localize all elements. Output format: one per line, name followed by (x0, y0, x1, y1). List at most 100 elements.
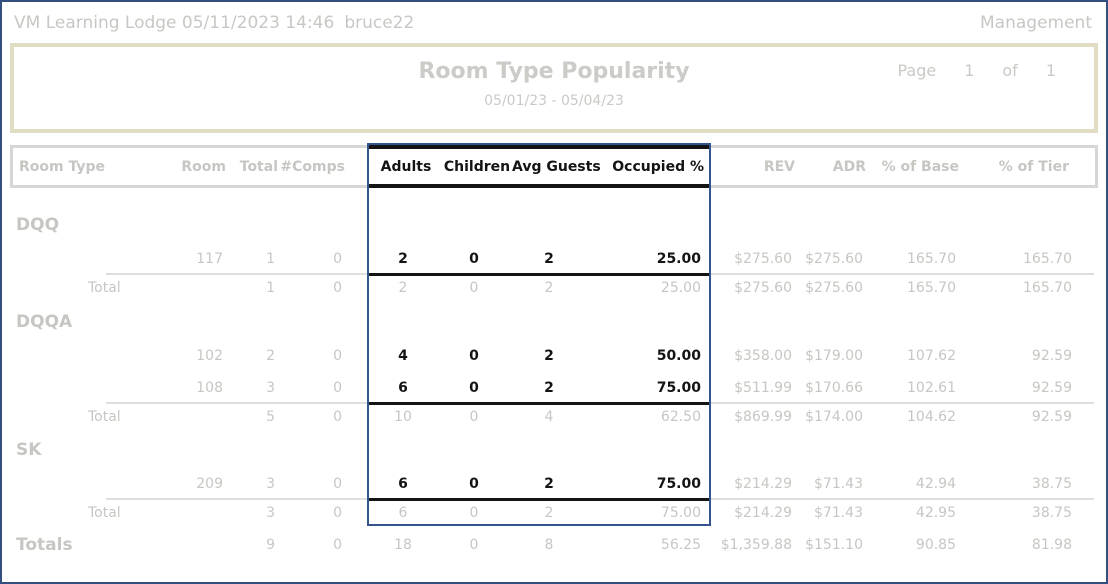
grand-total-row: Totals 9 0 18 0 8 56.25 $1,359.88 $151.1… (10, 526, 1098, 564)
cell-avg-guests: 2 (544, 380, 554, 396)
cell-occupied: 62.50 (660, 409, 701, 425)
cell-room: 117 (196, 251, 223, 267)
property-and-datetime: VM Learning Lodge 05/11/2023 14:46 (14, 13, 335, 33)
cell-pct-tier: 38.75 (1031, 476, 1072, 492)
cell-comps: 0 (333, 380, 342, 396)
cell-adr: $71.43 (814, 476, 863, 492)
total-label: Total (88, 409, 121, 425)
cell-rev: $214.29 (734, 505, 792, 521)
cell-avg-guests: 2 (544, 251, 554, 267)
cell-occupied: 50.00 (656, 348, 701, 364)
column-header-comps: #Comps (280, 158, 345, 175)
cell-comps: 0 (333, 409, 342, 425)
cell-occupied: 75.00 (660, 505, 701, 521)
group-label-row-dqqa: DQQA (10, 301, 1098, 340)
cell-total: 5 (266, 409, 275, 425)
cell-rev: $1,359.88 (720, 537, 792, 553)
report-date-range: 05/01/23 - 05/04/23 (484, 93, 624, 109)
cell-total: 1 (266, 280, 275, 296)
report-header-box: Room Type Popularity 05/01/23 - 05/04/23… (10, 43, 1098, 133)
cell-rev: $275.60 (734, 280, 792, 296)
cell-room: 102 (196, 348, 223, 364)
cell-children: 0 (469, 251, 479, 267)
page-count: 1 (1045, 61, 1056, 80)
total-label: Total (88, 505, 121, 521)
cell-rev: $869.99 (734, 409, 792, 425)
cell-rev: $275.60 (734, 251, 792, 267)
cell-comps: 0 (333, 537, 342, 553)
cell-avg-guests: 2 (544, 280, 554, 296)
cell-total: 1 (266, 251, 275, 267)
report-title: Room Type Popularity (418, 59, 690, 84)
cell-adults: 2 (398, 280, 408, 296)
page-of-label: of (1002, 61, 1018, 80)
cell-avg-guests: 2 (544, 505, 554, 521)
column-header-room: Room (181, 158, 226, 175)
cell-total: 9 (266, 537, 275, 553)
cell-children: 0 (469, 537, 479, 553)
cell-occupied: 25.00 (660, 280, 701, 296)
cell-adr: $151.10 (805, 537, 863, 553)
cell-children: 0 (469, 380, 479, 396)
cell-pct-tier: 92.59 (1031, 380, 1072, 396)
page-number: 1 (964, 61, 975, 80)
cell-children: 0 (469, 476, 479, 492)
cell-pct-base: 107.62 (907, 348, 956, 364)
grand-total-label: Totals (16, 535, 73, 555)
cell-pct-tier: 38.75 (1031, 505, 1072, 521)
cell-pct-tier: 165.70 (1023, 280, 1072, 296)
cell-total: 3 (266, 476, 275, 492)
cell-total: 3 (266, 505, 275, 521)
cell-room: 108 (196, 380, 223, 396)
table-row-room-117: 117 1 0 2 0 2 25.00 $275.60 $275.60 165.… (10, 243, 1098, 275)
cell-comps: 0 (333, 476, 342, 492)
cell-adr: $170.66 (805, 380, 863, 396)
table-row-room-108: 108 3 0 6 0 2 75.00 $511.99 $170.66 102.… (10, 372, 1098, 404)
top-bar-left: VM Learning Lodge 05/11/2023 14:46 bruce2… (14, 13, 424, 33)
cell-children: 0 (469, 505, 479, 521)
table-row-room-209: 209 3 0 6 0 2 75.00 $214.29 $71.43 42.94… (10, 468, 1098, 500)
cell-adr: $174.00 (805, 409, 863, 425)
column-header-adults: Adults (380, 158, 432, 175)
top-bar: VM Learning Lodge 05/11/2023 14:46 bruce2… (2, 2, 1106, 39)
page-label: Page (897, 61, 937, 80)
cell-adr: $71.43 (814, 505, 863, 521)
cell-adr: $179.00 (805, 348, 863, 364)
table-row-room-102: 102 2 0 4 0 2 50.00 $358.00 $179.00 107.… (10, 340, 1098, 372)
column-header-room-type: Room Type (19, 158, 106, 175)
group-label-row-dqq: DQQ (10, 188, 1098, 243)
cell-adr: $275.60 (805, 251, 863, 267)
report-table: Room Type Room Total #Comps Adults Child… (10, 143, 1098, 564)
column-header-rev: REV (763, 158, 795, 175)
cell-pct-base: 104.62 (907, 409, 956, 425)
cell-adults: 6 (398, 505, 408, 521)
group-total-row-sk: Total 3 0 6 0 2 75.00 $214.29 $71.43 42.… (10, 500, 1098, 526)
cell-children: 0 (469, 409, 479, 425)
username: bruce22 (344, 13, 415, 33)
cell-comps: 0 (333, 251, 342, 267)
group-total-row-dqq: Total 1 0 2 0 2 25.00 $275.60 $275.60 16… (10, 275, 1098, 301)
cell-pct-tier: 92.59 (1031, 409, 1072, 425)
cell-comps: 0 (333, 280, 342, 296)
management-menu[interactable]: Management (980, 13, 1092, 33)
column-header-pct-base: % of Base (881, 158, 959, 175)
cell-rev: $511.99 (734, 380, 792, 396)
cell-avg-guests: 8 (544, 537, 554, 553)
cell-occupied: 75.00 (656, 380, 701, 396)
cell-rev: $358.00 (734, 348, 792, 364)
cell-children: 0 (469, 280, 479, 296)
page-indicator: Page 1 of 1 (897, 61, 1056, 80)
cell-pct-base: 90.85 (915, 537, 956, 553)
cell-avg-guests: 2 (544, 348, 554, 364)
cell-adults: 6 (398, 380, 408, 396)
column-header-children: Children (443, 158, 511, 175)
cell-adults: 18 (394, 537, 412, 553)
cell-comps: 0 (333, 505, 342, 521)
cell-pct-base: 165.70 (907, 280, 956, 296)
group-label: DQQA (16, 312, 73, 332)
cell-rev: $214.29 (734, 476, 792, 492)
cell-adults: 6 (398, 476, 408, 492)
cell-total: 2 (266, 348, 275, 364)
group-label: SK (16, 440, 42, 460)
